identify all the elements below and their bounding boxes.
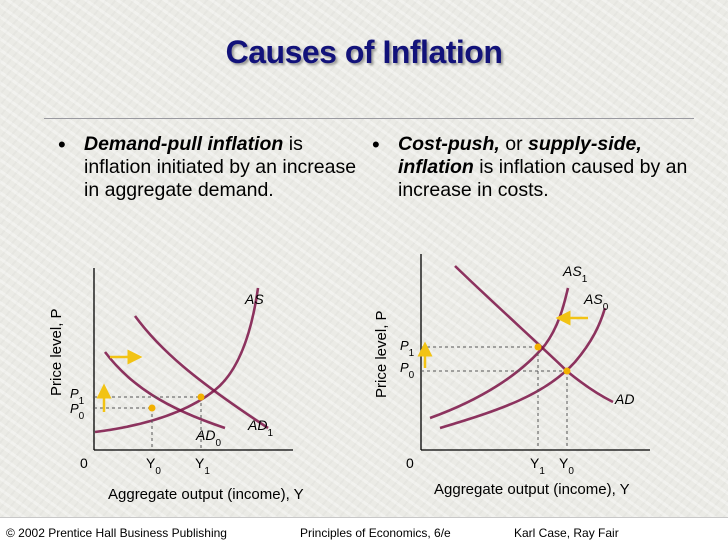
- x-axis-label: Aggregate output (income), Y: [434, 481, 630, 498]
- y0-label: Y0: [146, 455, 161, 477]
- p0-label: P0: [400, 360, 415, 381]
- cost-push-diagram: Price level, P Aggregate output (income)…: [373, 254, 650, 498]
- origin-label: 0: [80, 455, 88, 471]
- definition-cost-push: is inflation caused by an increase in co…: [398, 156, 688, 201]
- ad0-label: AD0: [195, 427, 221, 449]
- origin-label: 0: [406, 455, 414, 471]
- bullet-marker: •: [372, 132, 380, 157]
- as0-label: AS0: [583, 291, 609, 313]
- y0-label: Y0: [559, 455, 574, 477]
- footer-book-title: Principles of Economics, 6/e: [300, 526, 451, 540]
- footer-copyright: © 2002 Prentice Hall Business Publishing: [6, 526, 227, 540]
- ad-curve: [454, 265, 614, 404]
- footer-authors: Karl Case, Ray Fair: [514, 526, 619, 540]
- y1-label: Y1: [530, 455, 545, 477]
- definition-demand-pull: is inflation initiated by an increase in…: [84, 133, 357, 201]
- bullet-text: Cost-push, or supply-side, inflation is …: [398, 133, 688, 202]
- equilibrium-point-0: [148, 404, 156, 412]
- term-cost-push: Cost-push,: [398, 133, 500, 155]
- demand-pull-diagram: Price level, P Aggregate output (income)…: [48, 268, 304, 503]
- term-demand-pull: Demand-pull inflation: [84, 133, 284, 155]
- ad0-curve: [103, 351, 226, 430]
- x-axis-label: Aggregate output (income), Y: [108, 486, 304, 503]
- as-label: AS: [244, 291, 264, 307]
- as1-curve: [429, 287, 570, 420]
- ad1-label: AD1: [247, 417, 273, 439]
- term-supply-side: supply-side, inflation: [398, 133, 642, 178]
- ad-label: AD: [614, 391, 634, 407]
- title-divider: [44, 118, 694, 119]
- equilibrium-point-1: [534, 343, 542, 351]
- bullet-marker: •: [58, 132, 66, 157]
- y1-label: Y1: [195, 455, 210, 477]
- p1-label: P1: [400, 338, 415, 359]
- equilibrium-point-0: [563, 367, 571, 375]
- connector-or: or: [499, 133, 529, 155]
- slide-title: Causes of Inflation: [225, 34, 503, 70]
- bullet-text: Demand-pull inflation is inflation initi…: [84, 133, 374, 202]
- as1-label: AS1: [562, 263, 588, 285]
- y-axis-label: Price level, P: [48, 308, 65, 396]
- y-axis-label: Price level, P: [373, 310, 390, 398]
- slide-footer: © 2002 Prentice Hall Business Publishing…: [0, 517, 728, 547]
- ad1-curve: [133, 315, 269, 430]
- equilibrium-point-1: [197, 393, 205, 401]
